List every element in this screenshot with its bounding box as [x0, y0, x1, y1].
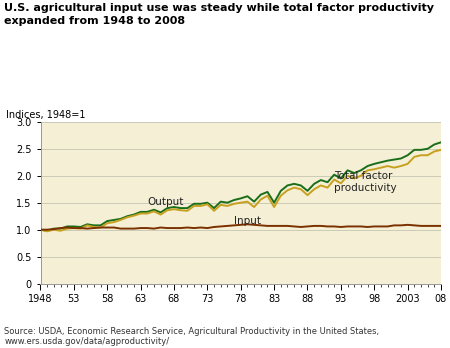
Text: Source: USDA, Economic Research Service, Agricultural Productivity in the United: Source: USDA, Economic Research Service,…: [4, 327, 380, 346]
Text: Indices, 1948=1: Indices, 1948=1: [6, 110, 86, 120]
Text: Total factor
productivity: Total factor productivity: [334, 172, 397, 193]
Text: Input: Input: [234, 215, 261, 226]
Text: Output: Output: [147, 197, 184, 207]
Text: U.S. agricultural input use was steady while total factor productivity
expanded : U.S. agricultural input use was steady w…: [4, 3, 435, 26]
